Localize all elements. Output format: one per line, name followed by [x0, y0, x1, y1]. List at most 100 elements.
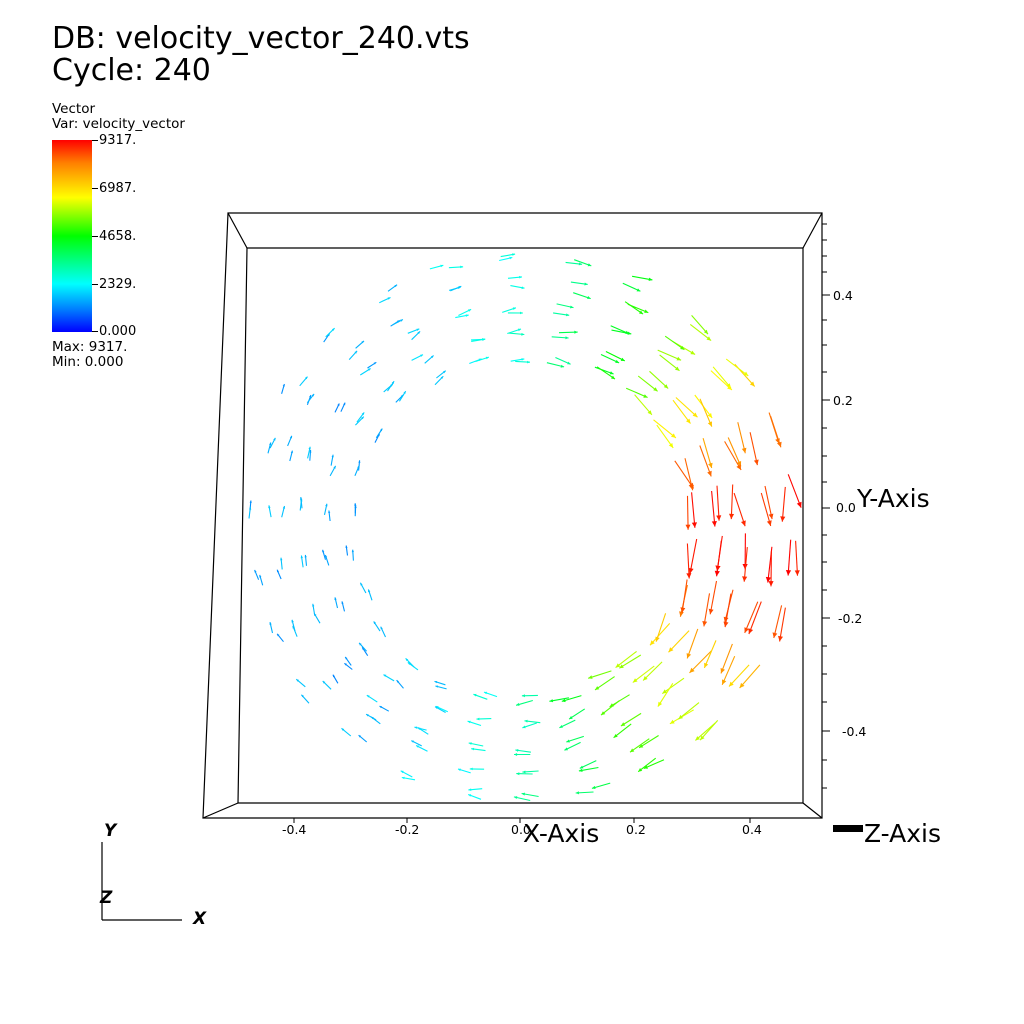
vector-arrowhead — [691, 522, 697, 528]
x-axis-ticks — [293, 818, 751, 823]
database-title: DB: velocity_vector_240.vts — [52, 21, 470, 56]
vector-arrowhead — [632, 678, 638, 683]
vector-arrowhead — [331, 454, 334, 458]
vector-arrowhead — [569, 716, 573, 720]
vector-arrowhead — [411, 740, 414, 743]
vector-arrow — [661, 677, 685, 695]
vector-arrowhead — [420, 354, 423, 357]
vector-arrowhead — [695, 736, 700, 741]
vector-arrowhead — [305, 376, 308, 380]
vector-arrowhead — [777, 441, 782, 448]
vector-arrowhead — [354, 503, 357, 506]
vector-arrowhead — [707, 421, 712, 427]
vector-arrowhead — [741, 520, 746, 527]
vector-arrowhead — [723, 621, 729, 628]
vector-arrowhead — [688, 482, 694, 489]
vector-arrowhead — [708, 608, 714, 615]
vector-arrowhead — [615, 359, 620, 363]
vector-arrow — [655, 613, 667, 642]
vector-arrowhead — [655, 636, 660, 642]
vector-arrow — [649, 370, 669, 389]
vector-arrowhead — [702, 621, 708, 627]
vector-arrowhead — [414, 726, 418, 729]
vector-glyphs — [248, 253, 802, 802]
vector-arrowhead — [778, 635, 783, 642]
vector-arrowhead — [515, 749, 519, 752]
vector-arrowhead — [473, 693, 477, 697]
vector-arrowhead — [587, 263, 592, 267]
vector-arrow — [787, 474, 802, 508]
vector-arrowhead — [354, 350, 358, 354]
y-tick-label: -0.4 — [842, 724, 866, 739]
vector-arrow — [675, 397, 698, 418]
vector-arrowhead — [785, 570, 792, 576]
vector-arrowhead — [396, 680, 399, 683]
vector-arrowhead — [512, 253, 516, 256]
vector-arrowhead — [715, 565, 721, 572]
vector-arrow — [689, 650, 712, 674]
vector-arrowhead — [688, 567, 694, 574]
vector-arrowhead — [643, 676, 648, 681]
colorbar-label: 2329. — [99, 277, 137, 292]
vector-arrowhead — [780, 516, 786, 522]
triad-x-label: X — [192, 909, 207, 929]
vector-arrowhead — [337, 403, 340, 406]
vector-arrow — [795, 540, 799, 576]
vector-arrowhead — [458, 768, 461, 772]
vector-arrowhead — [343, 402, 346, 406]
vector-arrowhead — [391, 381, 395, 384]
vector-arrow — [609, 694, 630, 708]
cycle-label: Cycle: 240 — [52, 53, 211, 88]
vector-arrow — [781, 486, 786, 522]
vector-arrowhead — [676, 356, 682, 361]
vector-arrowhead — [578, 768, 583, 772]
vector-arrowhead — [668, 647, 674, 653]
vector-arrow — [657, 349, 682, 361]
colorbar-label: 9317. — [99, 133, 137, 148]
vector-arrow — [724, 593, 732, 628]
vector-arrowhead — [722, 679, 727, 685]
vector-arrowhead — [361, 340, 364, 344]
vector-arrowhead — [249, 507, 252, 510]
vector-arrowhead — [416, 328, 420, 331]
vector-arrow — [711, 490, 716, 527]
vector-arrowhead — [259, 574, 262, 578]
vector-arrowhead — [707, 470, 712, 477]
vector-arrow — [779, 607, 786, 642]
vector-arrowhead — [328, 510, 331, 513]
vector-arrowhead — [309, 395, 312, 398]
vector-arrowhead — [749, 381, 755, 387]
vector-arrowhead — [351, 549, 354, 553]
y-axis-title: Y-Axis — [856, 484, 930, 513]
vector-arrow — [649, 623, 671, 646]
vector-arrowhead — [707, 413, 713, 418]
y-tick-label: 0.2 — [833, 393, 853, 408]
legend-max: Max: 9317. — [52, 339, 128, 355]
vector-arrow — [689, 538, 698, 574]
vector-arrow — [699, 398, 713, 427]
vector-arrowhead — [703, 329, 708, 335]
vector-arrowhead — [578, 262, 583, 266]
vector-arrowhead — [345, 545, 348, 548]
vector-arrow — [634, 394, 653, 416]
vector-arrowhead — [727, 385, 732, 390]
vector-arrow — [703, 640, 717, 669]
vector-arrowhead — [467, 720, 471, 724]
vector-arrowhead — [521, 792, 525, 796]
vector-arrowhead — [662, 689, 667, 694]
z-axis-title: Z-Axis — [864, 819, 941, 848]
vector-arrowhead — [615, 663, 621, 668]
vector-arrow — [686, 495, 689, 530]
vector-arrowhead — [647, 410, 652, 415]
vector-arrowhead — [636, 288, 641, 292]
vector-arrowhead — [345, 656, 348, 660]
vector-arrowhead — [527, 360, 530, 364]
vector-arrowhead — [368, 589, 371, 593]
orientation-triad: X Y Z — [99, 821, 207, 929]
vector-arrow — [743, 547, 748, 582]
vector-arrowhead — [711, 521, 717, 527]
vector-arrowhead — [609, 703, 614, 707]
vector-arrowhead — [435, 706, 438, 709]
vector-arrow — [733, 492, 746, 527]
